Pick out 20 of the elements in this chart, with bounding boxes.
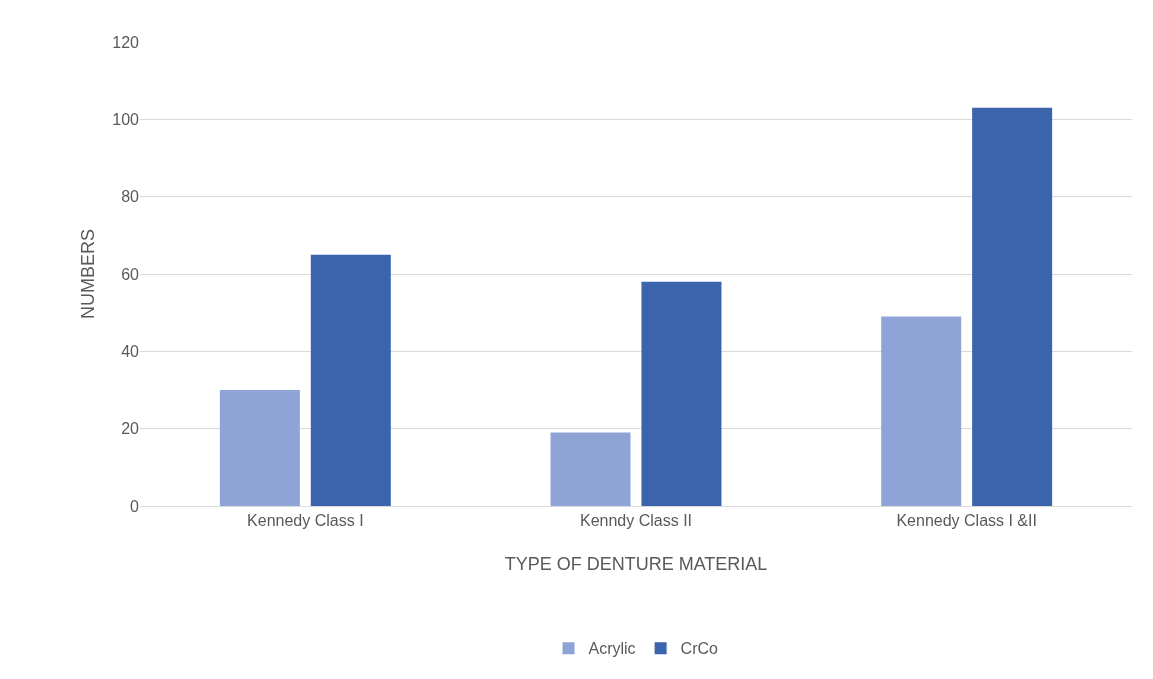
y-tick-label: 20 [121,420,140,438]
y-tick-label: 80 [121,188,140,206]
legend-label: Acrylic [588,640,636,658]
x-tick-label: Kennedy Class I &II [896,512,1037,530]
bar [310,254,391,506]
y-tick-label: 100 [112,110,140,128]
x-tick-label: Kennedy Class I [247,512,364,530]
x-axis-title: TYPE OF DENTURE MATERIAL [504,554,768,574]
bar [641,281,722,506]
y-tick-label: 0 [130,497,140,515]
bar [881,316,962,506]
x-tick-label: Kenndy Class II [579,512,693,530]
legend-label: CrCo [680,640,719,658]
y-tick-label: 60 [121,265,140,283]
bar [219,390,300,506]
bar [972,107,1053,506]
y-tick-label: 40 [121,342,140,360]
y-axis-title: NUMBERS [78,228,98,320]
bar [550,432,631,506]
y-tick-label: 120 [112,33,140,51]
